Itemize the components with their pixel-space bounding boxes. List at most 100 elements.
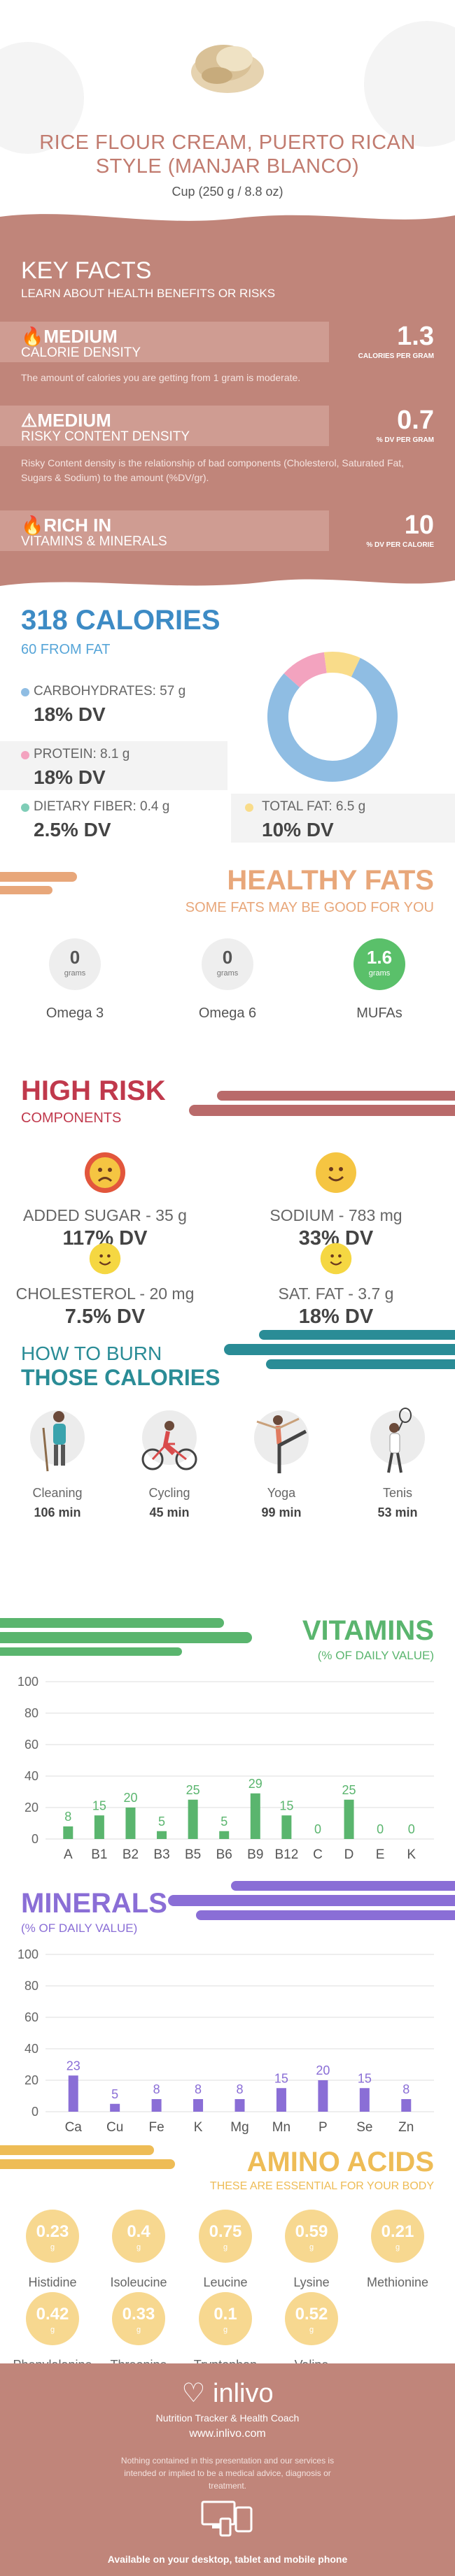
amino-acid-value: 0.75 xyxy=(209,2222,242,2241)
fat-circle xyxy=(202,938,253,990)
amino-acid-name: Lysine xyxy=(293,2275,330,2289)
bar-value-label: 20 xyxy=(123,1791,137,1805)
x-tick-label: Ca xyxy=(65,2120,83,2135)
fat-unit: grams xyxy=(368,969,391,978)
amino-acid-name: Isoleucine xyxy=(110,2275,167,2289)
amino-acid-circle xyxy=(199,2210,252,2263)
bar-value-label: 15 xyxy=(279,1798,293,1812)
bar-value-label: 8 xyxy=(195,2082,202,2096)
bar-B3 xyxy=(157,1831,167,1839)
key-fact-level: ⚠MEDIUM xyxy=(21,410,111,431)
amino-acid-unit: g xyxy=(309,2243,314,2252)
x-tick-label: B1 xyxy=(91,1847,107,1862)
burn-title-line1: HOW TO BURN xyxy=(21,1343,162,1364)
happy-face-icon xyxy=(320,1243,352,1275)
minerals-section: MINERALS (% OF DAILY VALUE) 0 20 40 60 80 100… xyxy=(0,1874,455,2140)
decorative-bars xyxy=(189,1091,455,1116)
activity-minutes: 99 min xyxy=(261,1505,302,1519)
amino-acid-value: 0.21 xyxy=(381,2222,414,2241)
decorative-bars xyxy=(0,872,77,894)
bar-value-label: 15 xyxy=(274,2071,288,2085)
happy-face-icon xyxy=(89,1243,121,1275)
amino-acid-value: 0.4 xyxy=(127,2222,150,2241)
bar-P xyxy=(318,2080,328,2112)
y-tick-label: 0 xyxy=(31,1832,38,1846)
fat-unit: grams xyxy=(216,969,239,978)
bar-B5 xyxy=(188,1799,198,1839)
fat-value: 1.6 xyxy=(366,947,393,968)
burn-title-line2: THOSE CALORIES xyxy=(21,1365,220,1390)
fat-value: 0 xyxy=(222,947,233,968)
footer-tagline: Nutrition Tracker & Health Coach xyxy=(155,2412,300,2424)
risk-name: SODIUM - 783 mg xyxy=(270,1206,402,1224)
amino-acid-name: Threonine xyxy=(90,2358,188,2363)
y-tick-label: 100 xyxy=(18,1947,38,1961)
amino-acid-unit: g xyxy=(223,2243,228,2252)
x-tick-label: Mn xyxy=(272,2120,290,2135)
legend-dot xyxy=(21,688,29,696)
key-fact-unit: % DV PER GRAM xyxy=(376,436,434,444)
bar-value-label: 5 xyxy=(220,1815,227,1829)
legend-dot xyxy=(245,803,253,812)
nutrient-name: CARBOHYDRATES: 57 g xyxy=(34,684,186,699)
key-fact-description: The amount of calories you are getting f… xyxy=(21,372,301,383)
activity-minutes: 53 min xyxy=(377,1505,418,1519)
devices-icon xyxy=(201,2500,253,2537)
burn-calories-section: HOW TO BURN THOSE CALORIES Cleaning 106 … xyxy=(0,1329,455,1601)
bar-Ca xyxy=(68,2075,78,2112)
risk-dv: 18% DV xyxy=(298,1305,374,1328)
amino-acid-value: 0.1 xyxy=(214,2305,237,2324)
x-tick-label: P xyxy=(318,2120,328,2135)
minerals-subtitle: (% OF DAILY VALUE) xyxy=(21,1922,138,1935)
y-tick-label: 100 xyxy=(18,1675,38,1689)
bar-A xyxy=(63,1826,74,1839)
x-tick-label: K xyxy=(407,1847,416,1862)
flame-icon: 🔥 xyxy=(21,515,44,536)
key-fact-row: 🔥RICH IN VITAMINS & MINERALS 10 % DV PER… xyxy=(0,510,455,587)
bar-value-label: 5 xyxy=(158,1815,165,1829)
footer-url[interactable]: www.inlivo.com xyxy=(189,2428,266,2440)
activity-name: Cycling xyxy=(148,1486,190,1500)
x-tick-label: B3 xyxy=(153,1847,169,1862)
decorative-bars xyxy=(0,2145,175,2169)
x-tick-label: B2 xyxy=(122,1847,139,1862)
wave-divider xyxy=(0,579,455,594)
background-circle xyxy=(364,21,455,147)
bar-B9 xyxy=(250,1793,260,1839)
bar-value-label: 25 xyxy=(342,1783,356,1797)
key-fact-unit: % DV PER CALORIE xyxy=(366,541,434,549)
risk-name: SAT. FAT - 3.7 g xyxy=(278,1285,394,1303)
fat-value: 0 xyxy=(69,947,80,968)
fat-circle xyxy=(354,938,405,990)
key-fact-label: 🔥RICH IN VITAMINS & MINERALS xyxy=(0,510,329,551)
bar-D xyxy=(344,1799,354,1839)
key-facts-section: KEY FACTS LEARN ABOUT HEALTH BENEFITS OR… xyxy=(0,203,455,594)
key-facts-subtitle: LEARN ABOUT HEALTH BENEFITS OR RISKS xyxy=(21,287,276,300)
calories-title: 318 CALORIES xyxy=(21,605,220,636)
legend-dot xyxy=(21,803,29,812)
bar-Fe xyxy=(151,2099,162,2112)
amino-acids-title: AMINO ACIDS xyxy=(246,2147,434,2177)
amino-acid-circle xyxy=(199,2292,252,2345)
x-tick-label: Zn xyxy=(398,2120,414,2135)
x-tick-label: E xyxy=(376,1847,385,1862)
high-risk-section: HIGH RISK COMPONENTS ADDED SUGAR - 35 g … xyxy=(0,1070,455,1329)
bar-value-label: 29 xyxy=(248,1777,262,1791)
amino-acid-value: 0.52 xyxy=(295,2305,328,2324)
bar-value-label: 8 xyxy=(153,2082,160,2096)
key-fact-name: VITAMINS & MINERALS xyxy=(21,534,167,549)
x-tick-label: Mg xyxy=(230,2120,248,2135)
key-fact-value: 0.7 xyxy=(397,406,434,435)
amino-acid-circle xyxy=(26,2210,79,2263)
key-fact-unit: CALORIES PER GRAM xyxy=(358,352,434,360)
donut-slice-carbohydrates xyxy=(267,657,398,782)
nutrient-item: TOTAL FAT: 6.5 g 10% DV xyxy=(231,794,455,843)
tennis-icon xyxy=(387,1408,412,1473)
calories-from-fat: 60 FROM FAT xyxy=(21,642,111,657)
activity-name: Cleaning xyxy=(32,1486,83,1500)
amino-acid-name: Methionine xyxy=(366,2275,429,2289)
bar-value-label: 15 xyxy=(92,1798,106,1812)
amino-acid-circle xyxy=(285,2292,338,2345)
food-image xyxy=(191,45,264,93)
vitamins-section: VITAMINS (% OF DAILY VALUE) 0 20 40 60 80 100… xyxy=(0,1601,455,1874)
